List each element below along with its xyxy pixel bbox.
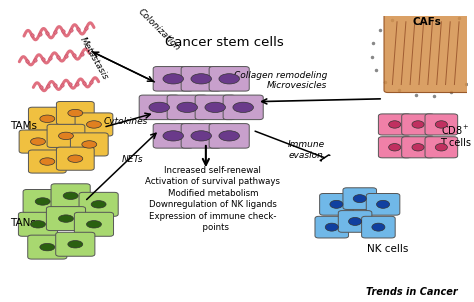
Ellipse shape bbox=[58, 215, 73, 222]
FancyBboxPatch shape bbox=[401, 114, 434, 135]
Ellipse shape bbox=[219, 74, 239, 84]
FancyBboxPatch shape bbox=[425, 137, 458, 158]
FancyBboxPatch shape bbox=[28, 107, 66, 130]
FancyBboxPatch shape bbox=[75, 113, 113, 136]
Ellipse shape bbox=[435, 121, 447, 128]
FancyBboxPatch shape bbox=[56, 147, 94, 170]
Ellipse shape bbox=[353, 194, 366, 203]
Ellipse shape bbox=[177, 102, 198, 112]
Ellipse shape bbox=[68, 241, 83, 248]
Ellipse shape bbox=[325, 223, 338, 231]
Text: TANs: TANs bbox=[10, 218, 36, 228]
Ellipse shape bbox=[205, 102, 226, 112]
Ellipse shape bbox=[219, 131, 239, 141]
Ellipse shape bbox=[63, 192, 78, 200]
Ellipse shape bbox=[30, 220, 46, 228]
Ellipse shape bbox=[91, 201, 106, 208]
FancyBboxPatch shape bbox=[315, 216, 348, 238]
FancyBboxPatch shape bbox=[366, 194, 400, 215]
FancyBboxPatch shape bbox=[401, 137, 434, 158]
Ellipse shape bbox=[389, 121, 401, 128]
Text: Increased self-renewal
Activation of survival pathways
Modified metabolism
Downr: Increased self-renewal Activation of sur… bbox=[146, 166, 280, 232]
FancyBboxPatch shape bbox=[46, 207, 86, 230]
FancyBboxPatch shape bbox=[378, 114, 411, 135]
FancyBboxPatch shape bbox=[384, 14, 471, 92]
Ellipse shape bbox=[40, 243, 55, 251]
FancyBboxPatch shape bbox=[28, 150, 66, 173]
Ellipse shape bbox=[435, 143, 447, 151]
FancyBboxPatch shape bbox=[153, 124, 193, 148]
Ellipse shape bbox=[412, 121, 424, 128]
Text: TAMs: TAMs bbox=[10, 121, 37, 131]
FancyBboxPatch shape bbox=[181, 66, 221, 91]
FancyBboxPatch shape bbox=[139, 95, 179, 120]
Ellipse shape bbox=[191, 74, 211, 84]
Ellipse shape bbox=[163, 74, 183, 84]
FancyBboxPatch shape bbox=[47, 124, 85, 147]
Text: Trends in Cancer: Trends in Cancer bbox=[366, 287, 458, 297]
Ellipse shape bbox=[35, 198, 50, 205]
Ellipse shape bbox=[30, 138, 46, 145]
Ellipse shape bbox=[412, 143, 424, 151]
FancyBboxPatch shape bbox=[209, 124, 249, 148]
FancyBboxPatch shape bbox=[23, 189, 62, 214]
FancyBboxPatch shape bbox=[51, 184, 90, 208]
FancyBboxPatch shape bbox=[343, 188, 376, 210]
Text: Immune
evasion: Immune evasion bbox=[288, 140, 325, 160]
FancyBboxPatch shape bbox=[56, 101, 94, 125]
Ellipse shape bbox=[149, 102, 170, 112]
Ellipse shape bbox=[40, 158, 55, 165]
Text: Cytokines: Cytokines bbox=[103, 117, 148, 126]
Text: NETs: NETs bbox=[122, 156, 144, 164]
FancyBboxPatch shape bbox=[28, 235, 67, 259]
Ellipse shape bbox=[68, 109, 83, 117]
FancyBboxPatch shape bbox=[153, 66, 193, 91]
Ellipse shape bbox=[40, 115, 55, 123]
FancyBboxPatch shape bbox=[181, 124, 221, 148]
FancyBboxPatch shape bbox=[338, 210, 372, 232]
Ellipse shape bbox=[372, 223, 385, 231]
FancyBboxPatch shape bbox=[71, 133, 108, 156]
Ellipse shape bbox=[86, 121, 101, 128]
FancyBboxPatch shape bbox=[167, 95, 207, 120]
FancyBboxPatch shape bbox=[319, 194, 353, 215]
Text: Metastasis: Metastasis bbox=[78, 36, 109, 82]
Text: Cancer stem cells: Cancer stem cells bbox=[165, 36, 284, 49]
Text: NK cells: NK cells bbox=[367, 243, 409, 254]
Ellipse shape bbox=[330, 200, 343, 208]
Ellipse shape bbox=[163, 131, 183, 141]
FancyBboxPatch shape bbox=[223, 95, 263, 120]
FancyBboxPatch shape bbox=[18, 212, 57, 236]
FancyBboxPatch shape bbox=[56, 232, 95, 256]
FancyBboxPatch shape bbox=[425, 114, 458, 135]
Ellipse shape bbox=[376, 200, 390, 208]
Ellipse shape bbox=[191, 131, 211, 141]
FancyBboxPatch shape bbox=[378, 137, 411, 158]
Ellipse shape bbox=[86, 220, 101, 228]
FancyBboxPatch shape bbox=[79, 192, 118, 216]
Text: Colonization: Colonization bbox=[136, 8, 182, 53]
Text: CD8$^+$
T cells: CD8$^+$ T cells bbox=[440, 124, 471, 148]
Ellipse shape bbox=[348, 217, 362, 225]
FancyBboxPatch shape bbox=[74, 212, 114, 236]
FancyBboxPatch shape bbox=[209, 66, 249, 91]
Text: Collagen remodeling
Microvesicles: Collagen remodeling Microvesicles bbox=[234, 71, 327, 90]
Text: CAFs: CAFs bbox=[413, 18, 442, 27]
Ellipse shape bbox=[82, 141, 97, 148]
FancyBboxPatch shape bbox=[19, 130, 57, 153]
Ellipse shape bbox=[389, 143, 401, 151]
Ellipse shape bbox=[58, 132, 73, 140]
Ellipse shape bbox=[68, 155, 83, 162]
FancyBboxPatch shape bbox=[362, 216, 395, 238]
FancyBboxPatch shape bbox=[195, 95, 235, 120]
Ellipse shape bbox=[233, 102, 254, 112]
